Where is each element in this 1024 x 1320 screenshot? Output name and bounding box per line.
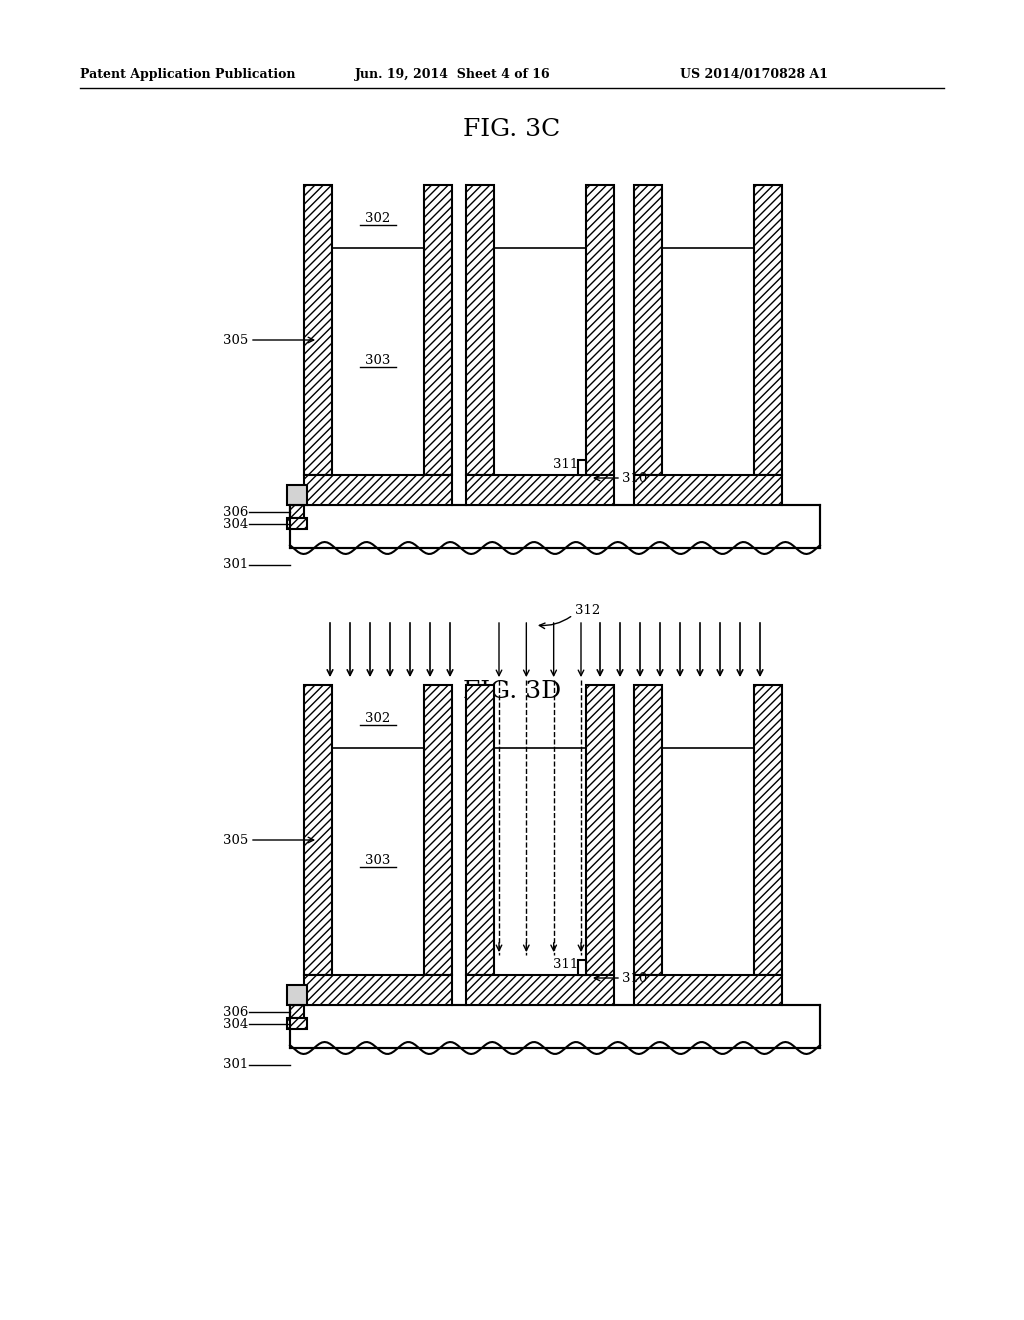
Text: 306: 306 bbox=[222, 506, 248, 519]
Bar bbox=[586, 185, 614, 475]
Bar bbox=[290, 1005, 304, 1018]
Text: FIG. 3D: FIG. 3D bbox=[463, 680, 561, 704]
Bar bbox=[304, 685, 332, 975]
Bar bbox=[466, 975, 614, 1005]
Text: 302: 302 bbox=[366, 211, 390, 224]
Text: 311: 311 bbox=[553, 458, 578, 470]
Text: 304: 304 bbox=[223, 1018, 248, 1031]
Bar bbox=[662, 185, 754, 475]
Text: 303: 303 bbox=[366, 854, 391, 866]
Bar bbox=[290, 506, 304, 517]
Bar bbox=[578, 960, 586, 975]
Text: Patent Application Publication: Patent Application Publication bbox=[80, 69, 296, 81]
Bar bbox=[754, 685, 782, 975]
Text: FIG. 3C: FIG. 3C bbox=[464, 117, 560, 141]
Bar bbox=[662, 685, 754, 975]
Bar bbox=[754, 185, 782, 475]
Bar bbox=[287, 985, 307, 1005]
Text: 310: 310 bbox=[622, 972, 647, 985]
Bar bbox=[494, 685, 586, 975]
Bar bbox=[634, 975, 782, 1005]
Text: 311: 311 bbox=[553, 957, 578, 970]
Bar bbox=[304, 185, 332, 475]
Text: 304: 304 bbox=[223, 517, 248, 531]
Text: 312: 312 bbox=[575, 603, 600, 616]
Bar bbox=[424, 185, 452, 475]
Text: 303: 303 bbox=[366, 354, 391, 367]
Bar bbox=[287, 1018, 307, 1030]
Bar bbox=[634, 475, 782, 506]
Bar bbox=[424, 685, 452, 975]
Bar bbox=[586, 685, 614, 975]
Bar bbox=[466, 685, 494, 975]
Bar bbox=[304, 975, 452, 1005]
Bar bbox=[578, 459, 586, 475]
Text: 305: 305 bbox=[223, 334, 248, 346]
Text: 301: 301 bbox=[223, 1059, 248, 1072]
Bar bbox=[290, 1005, 820, 1048]
Text: 301: 301 bbox=[223, 558, 248, 572]
Bar bbox=[466, 185, 494, 475]
Bar bbox=[287, 517, 307, 529]
Text: 306: 306 bbox=[222, 1006, 248, 1019]
Bar bbox=[290, 506, 820, 548]
Text: Jun. 19, 2014  Sheet 4 of 16: Jun. 19, 2014 Sheet 4 of 16 bbox=[355, 69, 551, 81]
Bar bbox=[634, 185, 662, 475]
Bar bbox=[466, 475, 614, 506]
Bar bbox=[304, 475, 452, 506]
Text: US 2014/0170828 A1: US 2014/0170828 A1 bbox=[680, 69, 828, 81]
Bar bbox=[332, 185, 424, 475]
Text: 305: 305 bbox=[223, 833, 248, 846]
Bar bbox=[332, 685, 424, 975]
Bar bbox=[287, 484, 307, 506]
Bar bbox=[494, 185, 586, 475]
Bar bbox=[634, 685, 662, 975]
Text: 310: 310 bbox=[622, 471, 647, 484]
Text: 302: 302 bbox=[366, 711, 390, 725]
